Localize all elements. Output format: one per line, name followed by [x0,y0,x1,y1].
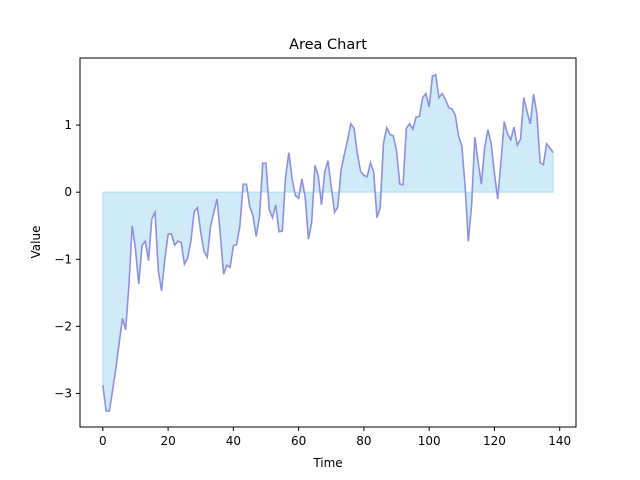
x-tick-label: 0 [99,434,107,448]
x-axis: 0 20 40 60 80 100 120 140 [99,427,571,448]
y-tick-label: 0 [64,185,72,199]
series-line [102,73,554,412]
x-tick-label: 140 [548,434,571,448]
x-axis-title: Time [312,456,342,470]
x-tick-label: 100 [418,434,441,448]
plot-area [102,73,554,412]
y-axis: −3 −2 −1 0 1 [54,118,80,400]
x-tick-label: 80 [356,434,371,448]
x-tick-label: 20 [160,434,175,448]
y-tick-label: 1 [64,118,72,132]
y-tick-label: −3 [54,386,72,400]
plot-frame [79,57,577,428]
y-tick-label: −2 [54,319,72,333]
x-tick-label: 120 [483,434,506,448]
x-tick-label: 60 [291,434,306,448]
y-tick-label: −1 [54,252,72,266]
x-tick-label: 40 [226,434,241,448]
area-fill [102,74,554,412]
y-axis-title: Value [29,226,43,259]
chart-title: Area Chart [289,37,367,53]
